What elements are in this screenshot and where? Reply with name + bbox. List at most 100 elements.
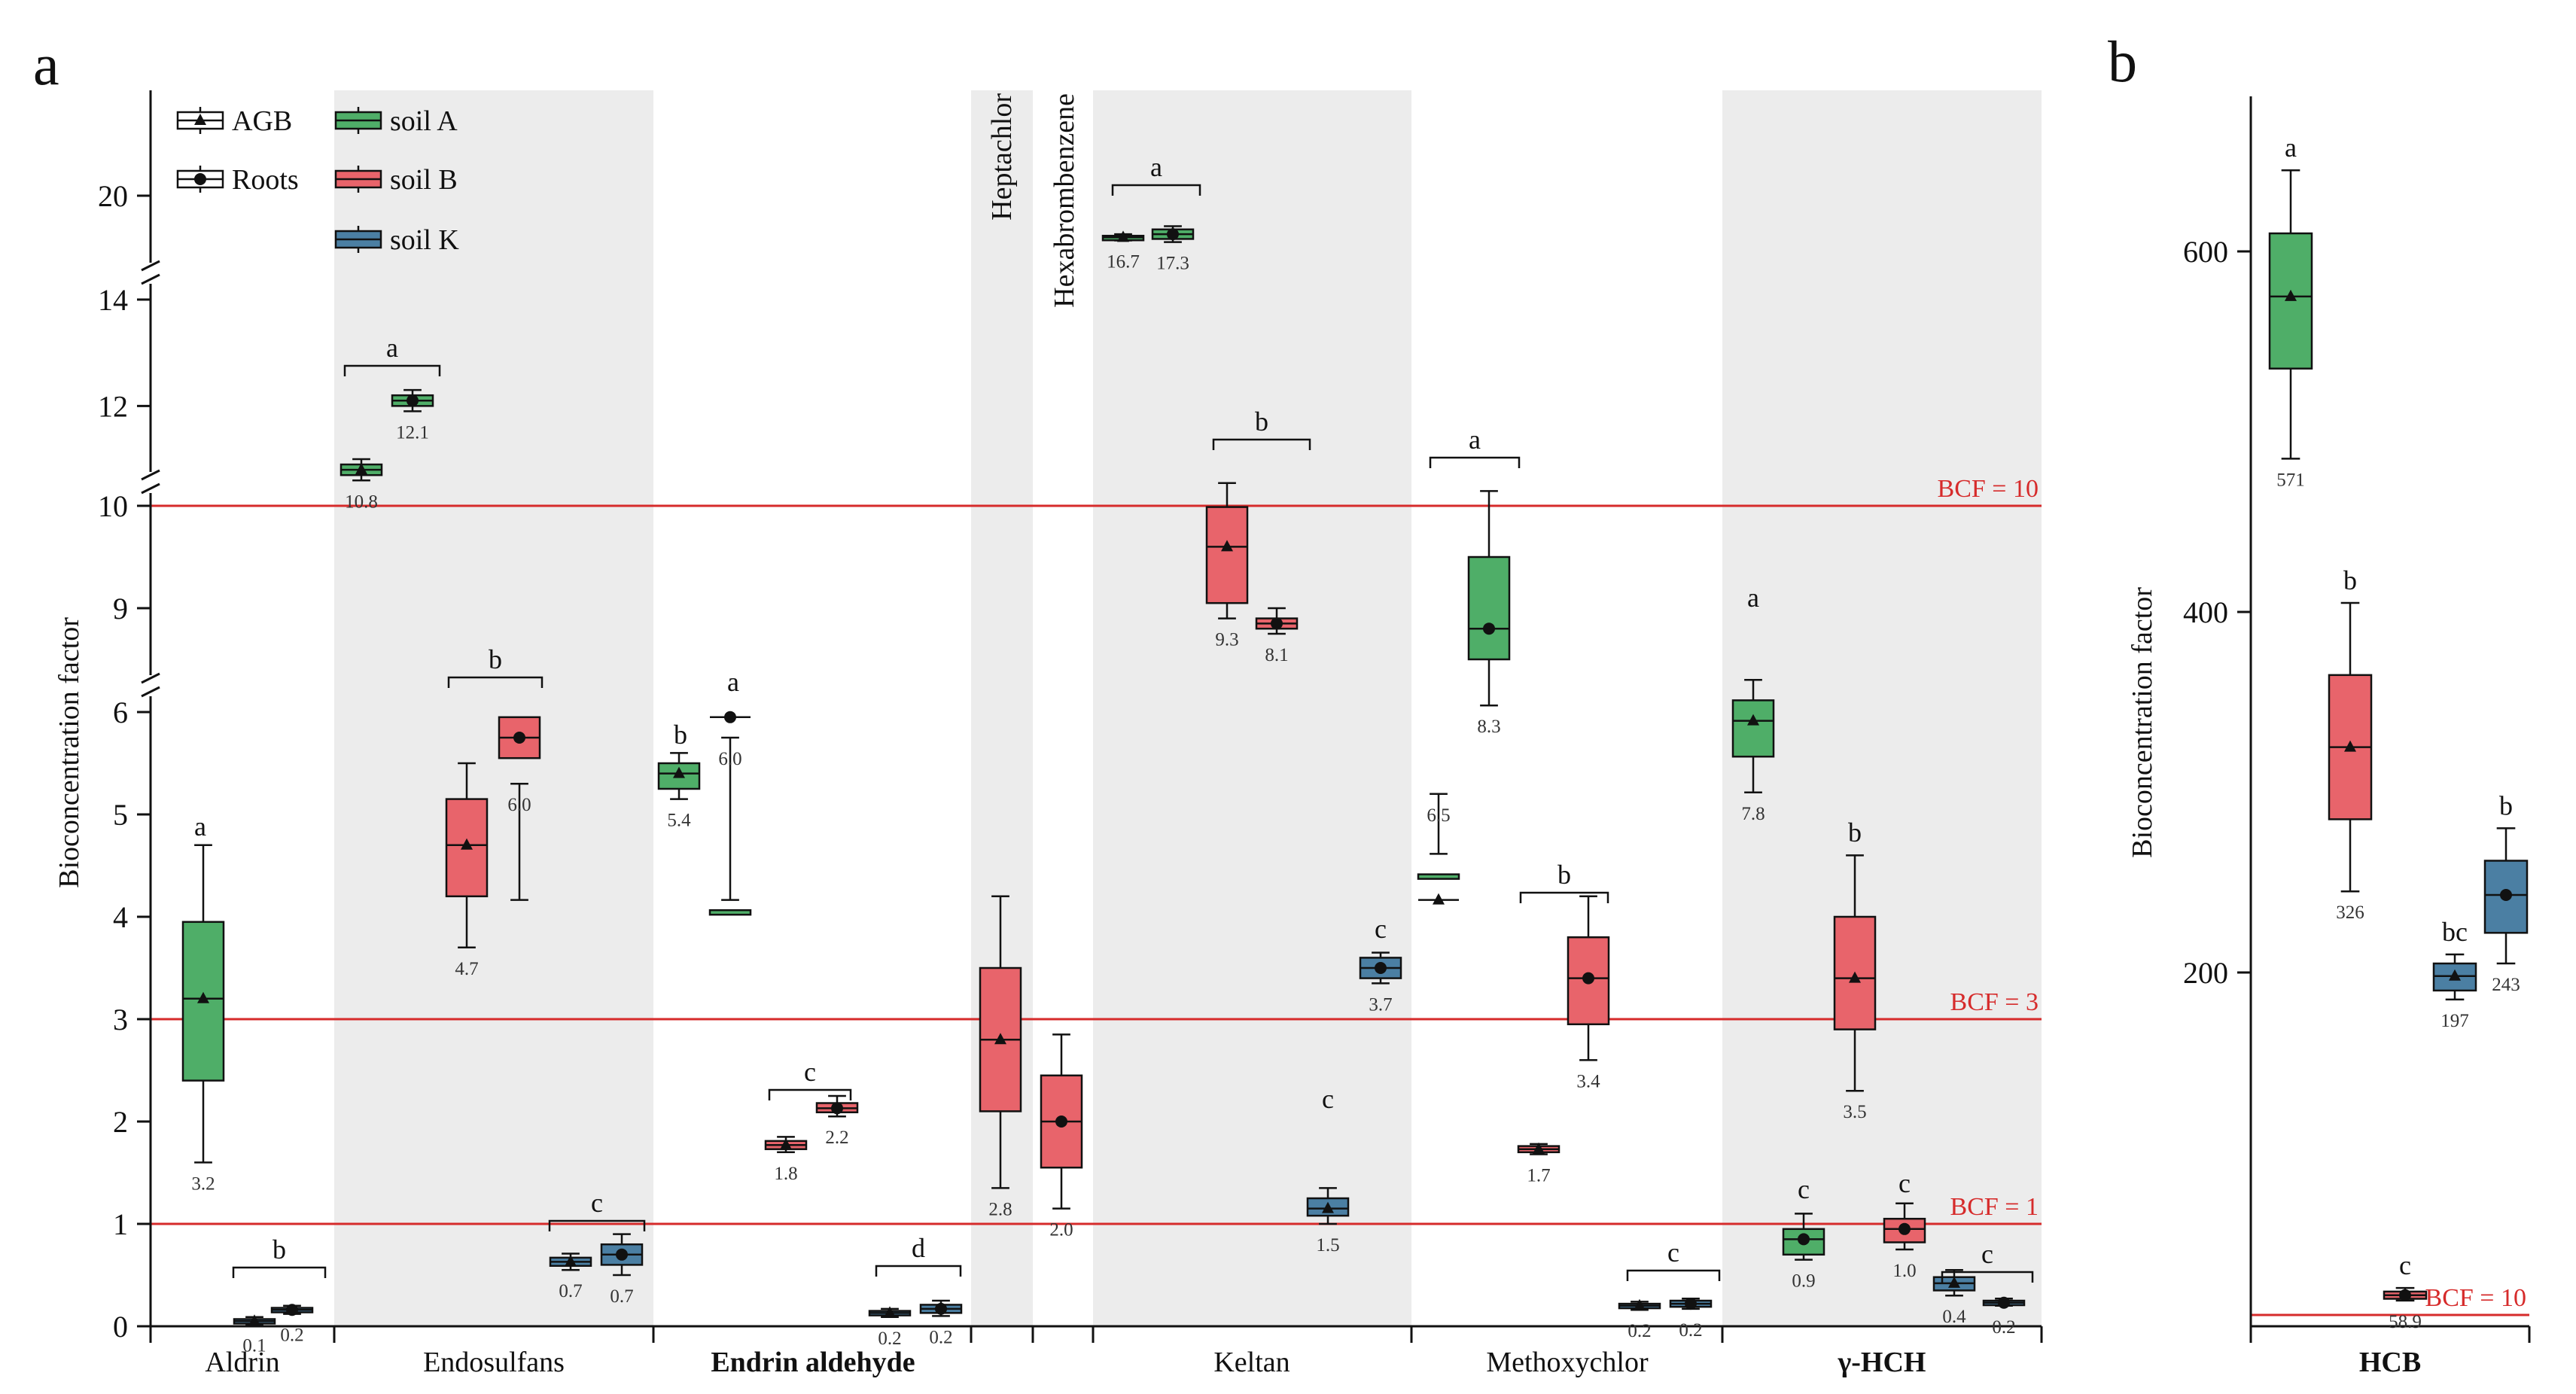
y-tick-label-a: 5 bbox=[113, 798, 128, 832]
box-gamma-hch-soil-a-agb-iqr-box bbox=[1731, 699, 1775, 758]
box-endosulfans-soil-b-agb: 4.7 bbox=[445, 762, 489, 979]
x-category-label-endosulfans: Endosulfans bbox=[423, 1347, 565, 1378]
box-aldrin-soil-k-agb-value-label: 0.1 bbox=[242, 1335, 266, 1356]
legend-soil-k-label: soil K bbox=[390, 224, 459, 256]
legend-roots-marker bbox=[194, 173, 206, 185]
shaded-band-gamma-hch bbox=[1722, 90, 2042, 1326]
box-endrin-aldehyde-soil-k-roots: 0.2 bbox=[919, 1299, 963, 1347]
box-gamma-hch-soil-k-agb-value-label: 0.4 bbox=[1942, 1307, 1966, 1327]
box-keltan-soil-a-agb-mean-triangle bbox=[1117, 230, 1129, 242]
significance-keltan-c-letter: c bbox=[1322, 1084, 1334, 1114]
box-endrin-aldehyde-soil-k-agb-mean-triangle bbox=[884, 1306, 896, 1318]
box-gamma-hch-soil-b-roots-value-label: 1.0 bbox=[1892, 1261, 1916, 1281]
y-tick-label-a: 3 bbox=[113, 1003, 128, 1036]
significance-hcb-bc-letter: bc bbox=[2442, 917, 2468, 947]
y-tick-label-a: 14 bbox=[98, 283, 128, 317]
box-aldrin-soil-k-roots: 0.2 bbox=[270, 1304, 314, 1346]
y-tick-label-a: 12 bbox=[98, 389, 128, 423]
box-endrin-aldehyde-soil-a-agb-mean-triangle bbox=[673, 766, 685, 778]
y-axis-title-b: Bioconcentration factor bbox=[2127, 587, 2158, 858]
box-methoxychlor-soil-b-roots-value-label: 3.4 bbox=[1576, 1071, 1600, 1091]
box-endosulfans-soil-a-agb-value-label: 10.8 bbox=[345, 492, 378, 512]
box-endosulfans-soil-b-agb-iqr-box bbox=[445, 798, 489, 898]
box-gamma-hch-soil-k-roots-value-label: 0.2 bbox=[1992, 1317, 2015, 1338]
y-tick-label-b: 400 bbox=[2183, 595, 2228, 629]
y-tick-label-a: 0 bbox=[113, 1310, 128, 1344]
axis-break-mark bbox=[141, 273, 160, 285]
significance-endrin-aldehyde-c-letter: c bbox=[804, 1057, 816, 1087]
box-methoxychlor-soil-k-roots-mean-dot bbox=[1685, 1298, 1697, 1310]
significance-endrin-aldehyde-d-bracket bbox=[875, 1265, 962, 1277]
box-endrin-aldehyde-soil-a-roots-mean-dot bbox=[724, 711, 736, 723]
box-endrin-aldehyde-soil-b-roots: 2.2 bbox=[815, 1094, 859, 1148]
box-gamma-hch-soil-a-roots-mean-dot bbox=[1798, 1233, 1810, 1246]
static-labels: a b Bioconcentration factor Bioconcentra… bbox=[33, 29, 2158, 888]
box-hcb-soil-k-agb-mean-triangle bbox=[2449, 969, 2461, 981]
legend-agb-label: AGB bbox=[232, 105, 292, 137]
legend-soil-b-label: soil B bbox=[390, 164, 458, 196]
significance-endrin-aldehyde-d-letter: d bbox=[912, 1233, 925, 1263]
axis-break-mark bbox=[141, 482, 160, 495]
box-keltan-soil-k-roots-mean-dot bbox=[1375, 962, 1387, 974]
significance-endosulfans-c-bracket bbox=[548, 1219, 646, 1231]
y-tick-label-a: 2 bbox=[113, 1105, 128, 1139]
box-methoxychlor-soil-a-agb-mean-triangle bbox=[1433, 893, 1445, 905]
box-gamma-hch-soil-a-roots-iqr-box bbox=[1782, 1228, 1825, 1256]
box-endrin-aldehyde-soil-a-roots-value-label: 6.0 bbox=[718, 749, 741, 769]
significance-gamma-hch-a-letter: a bbox=[1747, 583, 1759, 613]
significance-endosulfans-c-letter: c bbox=[591, 1188, 603, 1218]
box-endosulfans-soil-k-agb-mean-triangle bbox=[565, 1255, 577, 1267]
box-keltan-soil-a-roots-value-label: 17.3 bbox=[1156, 254, 1189, 274]
box-aldrin-soil-k-roots-mean-dot bbox=[286, 1304, 298, 1316]
significance-keltan-c-letter: c bbox=[1375, 914, 1387, 944]
box-gamma-hch-soil-a-agb: 7.8 bbox=[1731, 678, 1775, 824]
y-tick-label-a: 20 bbox=[98, 179, 128, 213]
significance-endosulfans-a-letter: a bbox=[386, 333, 398, 363]
box-keltan-soil-b-roots-value-label: 8.1 bbox=[1265, 645, 1288, 665]
box-keltan-soil-b-roots: 8.1 bbox=[1255, 607, 1299, 665]
box-hcb-soil-k-agb-value-label: 197 bbox=[2441, 1011, 2469, 1031]
axis-break-mark bbox=[141, 672, 160, 684]
significance-endrin-aldehyde-c-bracket bbox=[768, 1088, 852, 1100]
box-keltan-soil-a-roots: 17.3 bbox=[1151, 225, 1195, 274]
box-endrin-aldehyde-soil-a-agb: 5.4 bbox=[657, 752, 701, 831]
box-series: 3.2 0.1 0.2 10.8 12.1 4.7 6.0 0.7 0.7 5.4 6.0 1.8 2.… bbox=[181, 169, 2529, 1356]
shaded-band-endosulfans bbox=[334, 90, 653, 1326]
box-endrin-aldehyde-soil-a-roots-iqr-box bbox=[708, 909, 752, 916]
significance-methoxychlor-c-bracket bbox=[1626, 1269, 1721, 1281]
box-hcb-soil-k-roots-mean-dot bbox=[2500, 889, 2512, 902]
significance-aldrin-b-letter: b bbox=[273, 1234, 286, 1265]
box-endrin-aldehyde-soil-b-roots-mean-dot bbox=[831, 1102, 843, 1115]
box-endosulfans-soil-k-agb: 0.7 bbox=[549, 1252, 592, 1301]
box-keltan-soil-k-agb-value-label: 1.5 bbox=[1316, 1235, 1339, 1256]
box-hcb-soil-b-agb-value-label: 326 bbox=[2336, 902, 2364, 923]
x-category-label-gamma-hch: γ-HCH bbox=[1838, 1347, 1926, 1378]
axis-break-mark bbox=[141, 260, 160, 272]
significance-gamma-hch-c-letter: c bbox=[1899, 1168, 1911, 1198]
box-hexabromobenzene-soil-b-roots-mean-dot bbox=[1055, 1116, 1067, 1128]
box-endosulfans-soil-a-roots-mean-dot bbox=[406, 394, 419, 407]
box-endosulfans-soil-k-roots-value-label: 0.7 bbox=[610, 1286, 633, 1307]
significance-hcb-b-letter: b bbox=[2343, 565, 2357, 595]
significance-gamma-hch-c-bracket bbox=[1941, 1271, 2034, 1283]
shaded-band-keltan bbox=[1093, 90, 1411, 1326]
box-endrin-aldehyde-soil-b-agb-value-label: 1.8 bbox=[774, 1164, 797, 1184]
box-hcb-soil-a-agb: 571 bbox=[2268, 169, 2313, 490]
box-gamma-hch-soil-k-agb-mean-triangle bbox=[1948, 1276, 1960, 1288]
shaded-band-heptachlor bbox=[971, 90, 1033, 1326]
significance-methoxychlor-b-letter: b bbox=[1557, 860, 1571, 890]
box-gamma-hch-soil-k-roots: 0.2 bbox=[1982, 1296, 2026, 1338]
box-aldrin-soil-k-agb-mean-triangle bbox=[248, 1314, 260, 1326]
significance-endosulfans-b-bracket bbox=[447, 676, 544, 688]
legend: AGB Roots soil A soil B soil K bbox=[176, 105, 459, 256]
box-heptachlor-soil-b-agb-value-label: 2.8 bbox=[988, 1199, 1012, 1219]
box-keltan-soil-k-agb: 1.5 bbox=[1306, 1187, 1350, 1256]
box-heptachlor-soil-b-agb-mean-triangle bbox=[994, 1033, 1006, 1045]
y-tick-label-a: 6 bbox=[113, 695, 128, 729]
background-layer bbox=[334, 90, 2042, 1326]
box-endosulfans-soil-b-agb-mean-triangle bbox=[461, 838, 473, 850]
significance-methoxychlor-a-bracket bbox=[1429, 456, 1521, 468]
box-gamma-hch-soil-a-agb-value-label: 7.8 bbox=[1741, 804, 1765, 824]
box-keltan-soil-b-agb-iqr-box bbox=[1205, 506, 1249, 604]
